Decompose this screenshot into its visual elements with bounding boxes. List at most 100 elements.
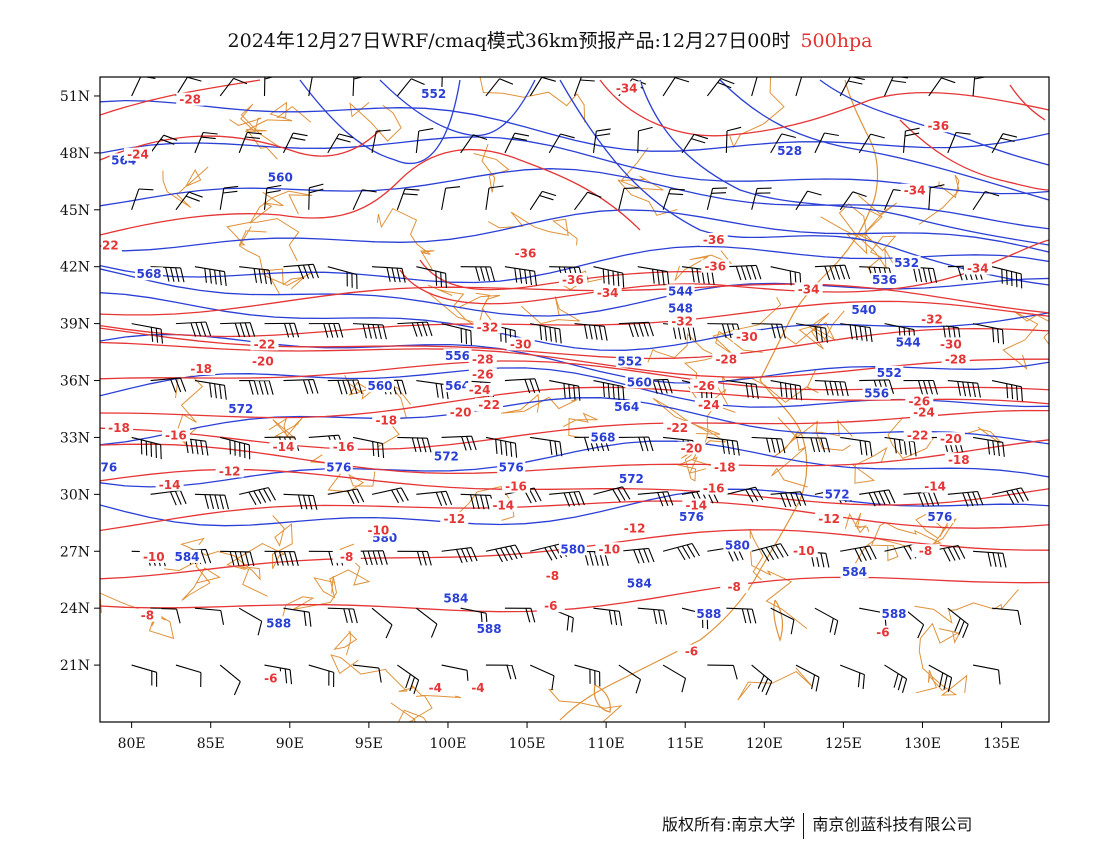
wind-barb xyxy=(150,377,187,393)
temperature-contour-label: -36 xyxy=(704,260,726,274)
height-contour-label: 556 xyxy=(864,387,889,401)
contour-label-bg xyxy=(701,259,730,273)
temperature-contour-label: -24 xyxy=(913,406,935,420)
wind-barb xyxy=(726,607,757,624)
wind-barb xyxy=(150,489,187,506)
wind-barb xyxy=(928,664,953,692)
wind-barb xyxy=(415,128,434,153)
contour-label-bg xyxy=(615,354,644,368)
contour-label-bg xyxy=(372,413,401,427)
height-contour-label: 556 xyxy=(445,349,470,363)
temperature-contour-label: -6 xyxy=(685,645,698,659)
wind-barb xyxy=(415,607,438,638)
temperature-contour-label: -20 xyxy=(681,442,703,456)
wind-barb xyxy=(131,323,164,344)
contour-label-bg xyxy=(502,479,530,493)
contour-label-bg xyxy=(468,367,497,381)
wind-barb xyxy=(460,493,495,510)
wind-barb-layer xyxy=(131,77,1029,696)
wind-barb xyxy=(573,77,595,97)
contour-label-bg xyxy=(440,511,469,525)
province-border xyxy=(749,530,808,629)
wind-barb xyxy=(618,436,654,452)
contour-label-bg xyxy=(100,238,122,252)
wind-barb xyxy=(131,188,154,210)
contour-label-bg xyxy=(617,472,646,486)
contour-label-bg xyxy=(789,544,818,558)
contour-label-bg xyxy=(794,282,823,296)
province-border xyxy=(729,77,785,149)
wind-barb xyxy=(751,664,773,696)
wind-barb xyxy=(530,436,563,457)
wind-barb xyxy=(504,607,536,623)
contour-label-bg xyxy=(612,81,641,95)
temperature-contour-label: -8 xyxy=(546,569,559,583)
height-contour-label: 544 xyxy=(896,336,921,350)
wind-barb xyxy=(504,132,530,154)
height-contour-label: 532 xyxy=(894,256,919,270)
y-tick-label: 21N xyxy=(60,658,90,674)
temperature-contour-label: -14 xyxy=(159,478,181,492)
wind-barb xyxy=(751,323,786,339)
wind-barb xyxy=(327,379,363,395)
wind-barb xyxy=(839,77,865,97)
height-contour xyxy=(100,168,1049,230)
province-border xyxy=(772,417,851,458)
contour-label-bg xyxy=(366,379,394,393)
temperature-contour-label: -34 xyxy=(616,81,638,95)
x-tick-label: 95E xyxy=(355,736,383,752)
temperature-contour-label: -28 xyxy=(472,353,494,367)
wind-barb xyxy=(795,190,822,211)
contour-label-bg xyxy=(903,428,932,442)
temperature-contour xyxy=(100,129,381,161)
contour-label-bg xyxy=(226,401,255,415)
wind-barb xyxy=(194,266,227,287)
wind-barb xyxy=(593,607,623,626)
title-level: 500hpa xyxy=(800,30,873,52)
x-axis: 80E 85E 90E 95E 100E 105E 110E 115E 120E 125E 130E… xyxy=(118,722,1020,752)
contour-label-bg xyxy=(710,460,739,474)
contour-label-bg xyxy=(870,272,899,286)
temperature-contour xyxy=(100,283,1049,316)
temperature-contour-label: -34 xyxy=(904,184,926,198)
contour-label-bg xyxy=(248,354,277,368)
wind-barb xyxy=(662,77,690,97)
temperature-contour-label: -16 xyxy=(165,428,187,442)
temperature-contour xyxy=(899,119,1049,191)
height-contour xyxy=(100,136,1049,195)
contour-label-bg xyxy=(732,329,761,343)
temperature-contour-label: -20 xyxy=(940,432,962,446)
contour-label-bg xyxy=(936,337,965,351)
contour-label-bg xyxy=(443,348,472,362)
wind-barb xyxy=(416,490,453,507)
wind-barb xyxy=(795,77,803,97)
wind-barb xyxy=(884,664,908,693)
x-tick-label: 120E xyxy=(746,736,783,752)
x-tick-label: 85E xyxy=(197,736,225,752)
contour-label-bg xyxy=(133,608,162,622)
province-border xyxy=(918,174,960,225)
temperature-contour xyxy=(100,148,641,236)
contour-label-bg xyxy=(124,147,152,161)
temperature-contour-label: -26 xyxy=(472,368,494,382)
height-contour-label: 588 xyxy=(696,607,721,621)
province-border xyxy=(473,143,510,193)
contour-label-bg xyxy=(139,549,168,563)
wind-barb xyxy=(726,486,764,503)
province-border xyxy=(249,190,313,224)
temperature-contour-label: -4 xyxy=(429,681,442,695)
wind-barb xyxy=(618,187,639,210)
contour-label-bg xyxy=(694,606,723,620)
y-tick-label: 24N xyxy=(60,601,90,617)
wind-barb xyxy=(706,187,728,210)
height-contour-label: 584 xyxy=(627,576,652,590)
contour-label-bg xyxy=(475,398,504,412)
temperature-contour-label: -12 xyxy=(624,521,646,535)
wind-barb xyxy=(726,379,759,399)
wind-barb xyxy=(441,186,461,210)
wind-barb xyxy=(283,493,318,510)
province-border xyxy=(844,512,870,534)
contour-label-bg xyxy=(723,538,752,552)
wind-barb xyxy=(194,607,225,625)
contour-label-bg xyxy=(699,233,728,246)
